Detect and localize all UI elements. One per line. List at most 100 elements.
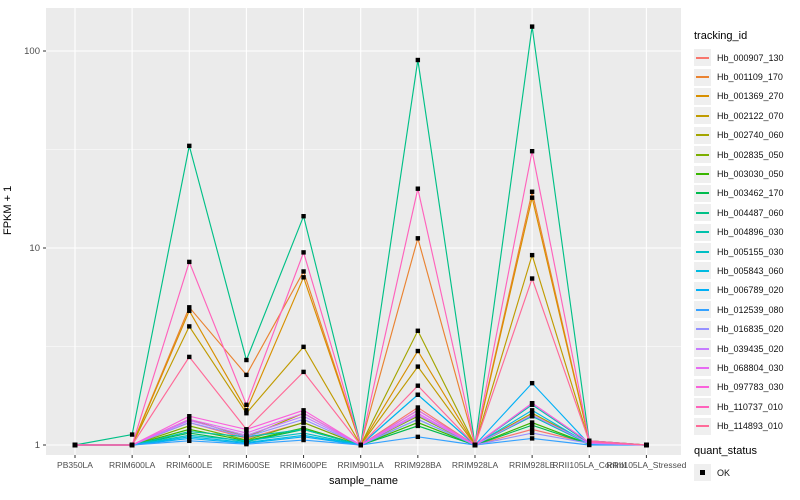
- legend-line-swatch: [696, 114, 709, 117]
- legend-line-swatch: [696, 153, 709, 156]
- data-point: [187, 324, 192, 329]
- data-point: [129, 442, 135, 448]
- legend-line-swatch: [696, 289, 709, 292]
- legend-line-swatch: [696, 56, 709, 59]
- legend-key-line-icon: [694, 359, 711, 377]
- data-point: [301, 420, 306, 425]
- data-point: [244, 372, 249, 378]
- data-point: [415, 348, 421, 354]
- legend-line-swatch: [696, 328, 709, 331]
- legend-item: Hb_006789_020: [694, 281, 798, 300]
- data-point: [244, 357, 249, 363]
- legend-key-line-icon: [694, 223, 711, 241]
- data-point: [529, 400, 535, 406]
- data-point: [415, 420, 421, 425]
- legend-item-label: Hb_005155_030: [717, 246, 784, 257]
- data-point: [529, 423, 535, 428]
- legend-item-label: Hb_002122_070: [717, 110, 784, 121]
- legend-key-line-icon: [694, 262, 711, 280]
- data-point: [415, 328, 421, 333]
- x-tick-label: RRIM600PE: [280, 460, 328, 470]
- legend-line-swatch: [696, 386, 709, 389]
- legend-line-swatch: [696, 250, 709, 253]
- legend-item-label: Hb_001369_270: [717, 91, 784, 102]
- legend-key-line-icon: [694, 320, 711, 338]
- legend-key-line-icon: [694, 204, 711, 222]
- x-tick-label: RRIM901LA: [338, 460, 385, 470]
- data-point: [187, 438, 192, 444]
- legend-item-label: Hb_006789_020: [717, 285, 784, 296]
- legend-item-label: Hb_110737_010: [717, 401, 783, 412]
- data-point: [187, 259, 192, 265]
- legend-title-quant-status: quant_status: [694, 444, 757, 457]
- legend-line-swatch: [696, 173, 709, 176]
- legend-item: Hb_003462_170: [694, 184, 798, 203]
- x-tick-label: RRII105LA_Stressed: [606, 460, 686, 470]
- legend-item-label: Hb_039435_020: [717, 343, 784, 354]
- data-point: [187, 308, 192, 313]
- legend-key-line-icon: [694, 87, 711, 105]
- legend-item-label: Hb_000907_130: [717, 52, 784, 63]
- legend-item-label: Hb_012539_080: [717, 304, 784, 315]
- data-point: [187, 354, 192, 360]
- data-point: [529, 252, 535, 258]
- data-point: [358, 442, 363, 448]
- legend-line-swatch: [696, 425, 709, 428]
- legend-item-label: Hb_002835_050: [717, 149, 784, 160]
- data-point: [301, 437, 306, 443]
- data-point: [529, 412, 535, 418]
- legend-title-tracking-id: tracking_id: [694, 30, 748, 42]
- data-point: [301, 414, 306, 419]
- legend-item: Hb_001369_270: [694, 87, 798, 106]
- data-point: [529, 408, 535, 413]
- legend-item: Hb_002740_060: [694, 126, 798, 145]
- legend-item-label: Hb_004896_030: [717, 227, 784, 238]
- data-point: [415, 57, 421, 63]
- data-point: [187, 429, 192, 434]
- y-axis-title: FPKM + 1: [2, 185, 14, 235]
- legend-item-label: Hb_016835_020: [717, 324, 784, 335]
- data-point: [187, 423, 192, 429]
- data-point: [301, 430, 306, 436]
- data-point: [301, 369, 306, 375]
- legend-key-line-icon: [694, 340, 711, 358]
- legend-item: Hb_003030_050: [694, 164, 798, 183]
- x-tick-label: RRIM928BA: [394, 460, 442, 470]
- data-point: [301, 411, 306, 416]
- data-point: [415, 434, 421, 440]
- data-point: [529, 149, 535, 154]
- quant-items: OK: [694, 463, 798, 482]
- data-point: [415, 411, 421, 416]
- legend-item: Hb_110737_010: [694, 397, 798, 416]
- data-point: [72, 442, 78, 448]
- data-point: [415, 417, 421, 422]
- legend-item-label: Hb_003030_050: [717, 169, 784, 180]
- legend: tracking_id Hb_000907_130 Hb_001109_170 Hb…: [694, 26, 798, 482]
- y-tick-label: 1: [35, 440, 40, 451]
- data-point: [301, 269, 306, 274]
- data-point: [244, 402, 249, 407]
- legend-item: Hb_005843_060: [694, 261, 798, 280]
- legend-line-swatch: [696, 231, 709, 234]
- quant-status-block: quant_status OK: [694, 445, 798, 482]
- data-point: [415, 405, 421, 410]
- x-tick-label: RRII105LA_Control: [552, 460, 626, 470]
- x-tick-label: RRIM928LA: [452, 460, 499, 470]
- legend-line-swatch: [696, 405, 709, 408]
- legend-line-swatch: [696, 211, 709, 214]
- legend-item-label: Hb_004487_060: [717, 207, 784, 218]
- legend-items: Hb_000907_130 Hb_001109_170 Hb_001369_270 H…: [694, 48, 798, 436]
- legend-item: Hb_114893_010: [694, 416, 798, 435]
- data-point: [244, 441, 249, 447]
- legend-item-label: Hb_003462_170: [717, 188, 784, 199]
- quant-legend-item: OK: [694, 463, 798, 482]
- legend-item-label: Hb_097783_030: [717, 382, 784, 393]
- data-point: [129, 432, 135, 437]
- data-point: [301, 427, 306, 432]
- data-point: [244, 427, 249, 432]
- data-point: [301, 275, 306, 280]
- legend-line-swatch: [696, 308, 709, 311]
- data-point: [529, 189, 535, 194]
- legend-key-line-icon: [694, 146, 711, 164]
